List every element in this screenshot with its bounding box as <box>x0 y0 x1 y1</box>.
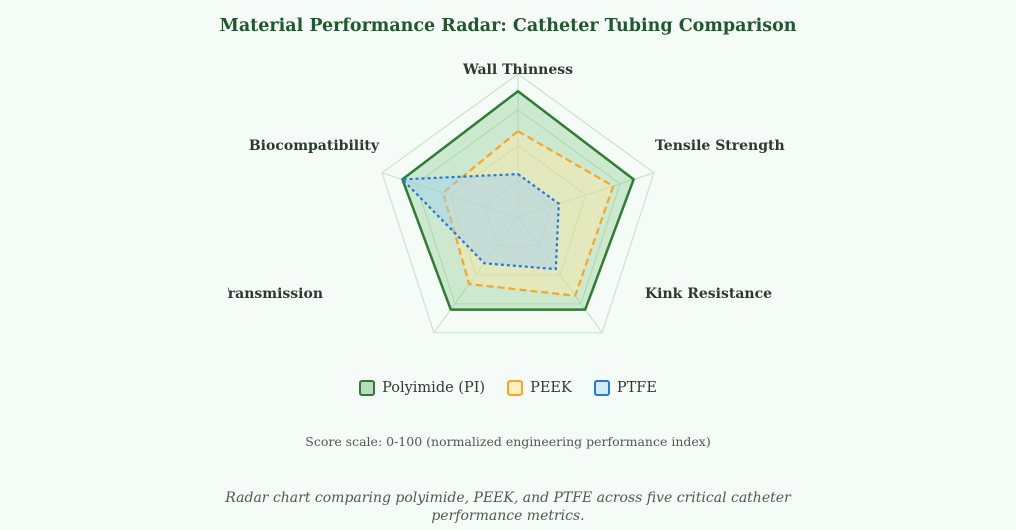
legend-swatch-polyimide <box>359 380 376 396</box>
axis-label-kink-resistance: Kink Resistance <box>645 286 772 302</box>
radar-axis-labels: Wall Thinness Tensile Strength Kink Resist… <box>218 62 785 302</box>
radar-series <box>401 89 635 311</box>
legend-swatch-peek <box>507 380 524 396</box>
axis-spoke-2 <box>517 172 655 218</box>
chart-legend: Polyimide (PI) PEEK PTFE <box>0 380 1016 396</box>
axis-spoke-4 <box>433 216 519 334</box>
radar-grid <box>381 73 655 334</box>
series-polygon-ptfe <box>401 173 560 271</box>
chart-caption: Radar chart comparing polyimide, PEEK, a… <box>225 490 791 524</box>
radar-spokes <box>381 74 655 334</box>
grid-ring-2 <box>449 144 587 276</box>
axis-label-transmission: Transmission <box>218 286 323 302</box>
series-polygon-peek <box>442 130 615 297</box>
chart-title: Material Performance Radar: Catheter Tub… <box>219 16 797 36</box>
axis-spoke-3 <box>517 216 603 334</box>
axis-label-tensile-strength: Tensile Strength <box>655 138 785 154</box>
legend-item-polyimide[interactable]: Polyimide (PI) <box>359 380 485 396</box>
legend-label-peek: PEEK <box>530 380 572 396</box>
legend-swatch-ptfe <box>593 380 610 396</box>
grid-ring-3 <box>415 109 621 305</box>
axis-label-biocompatibility: Biocompatibility <box>249 138 380 154</box>
series-polygon-polyimide-pi <box>401 89 635 311</box>
grid-ring-1 <box>483 180 553 247</box>
legend-label-ptfe: PTFE <box>616 380 657 396</box>
legend-item-ptfe[interactable]: PTFE <box>593 380 657 396</box>
scale-note: Score scale: 0-100 (normalized engineeri… <box>305 434 711 449</box>
legend-label-polyimide: Polyimide (PI) <box>382 380 486 396</box>
legend-item-peek[interactable]: PEEK <box>507 380 572 396</box>
axis-label-wall-thinness: Wall Thinness <box>462 62 573 78</box>
grid-ring-4 <box>381 73 655 334</box>
